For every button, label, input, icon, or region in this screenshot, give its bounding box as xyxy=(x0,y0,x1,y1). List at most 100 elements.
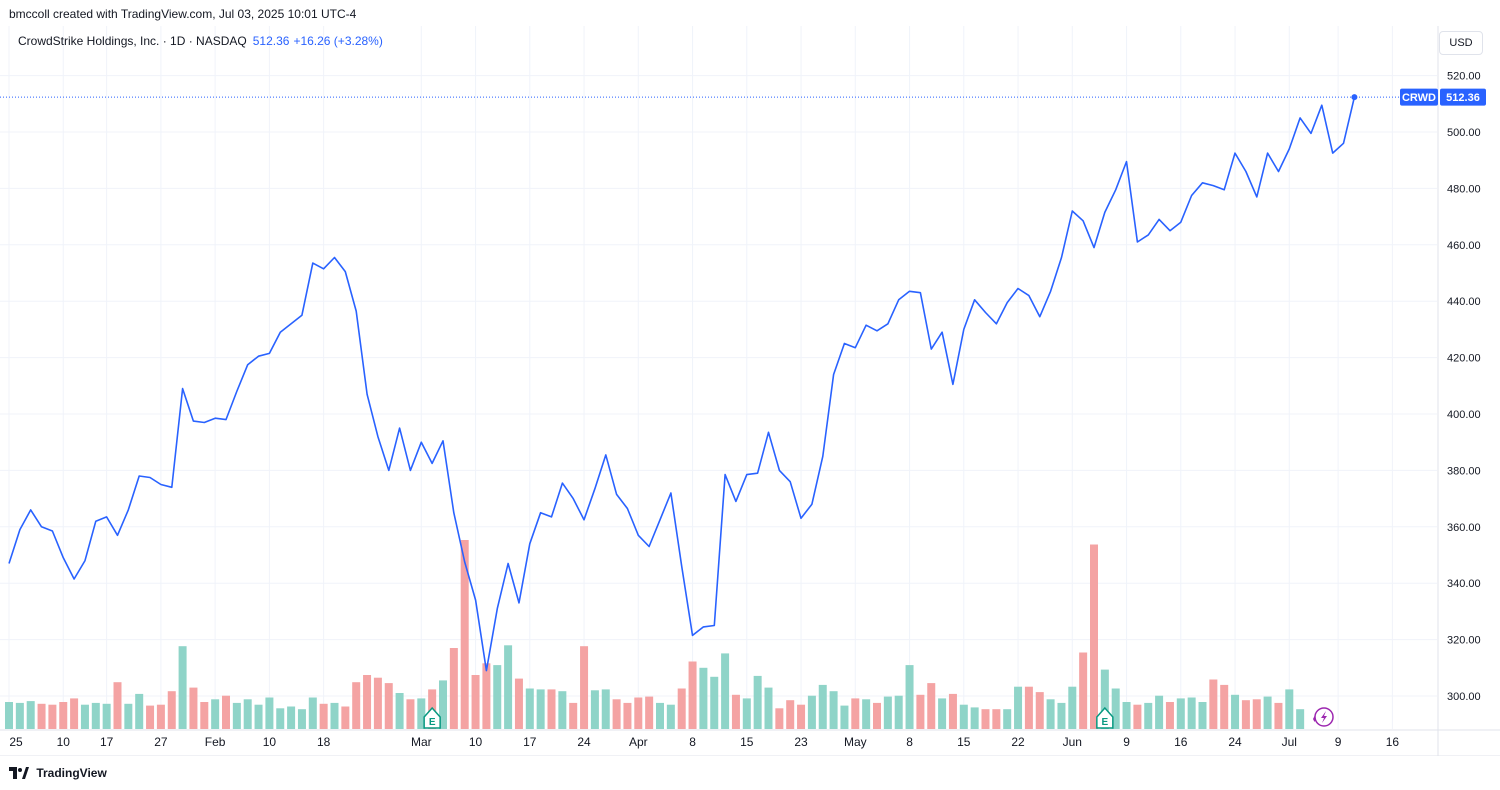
x-tick-label: 23 xyxy=(794,735,808,749)
x-tick-label: Jun xyxy=(1063,735,1082,749)
price-change: +16.26 (+3.28%) xyxy=(293,34,383,48)
x-tick-label: Feb xyxy=(205,735,226,749)
volume-bar xyxy=(807,695,816,729)
earnings-marker-icon[interactable]: E xyxy=(423,706,441,729)
volume-bar xyxy=(1252,699,1261,729)
x-tick-label: 17 xyxy=(100,735,114,749)
time-axis[interactable]: 25 10 17 27 Feb 10 18 Mar 10 17 24 Apr 8 15 23 May 8 15 22… xyxy=(9,735,1399,749)
volume-bar xyxy=(948,693,957,729)
earnings-marker-icon[interactable]: E xyxy=(1096,706,1114,729)
volume-bar xyxy=(1079,652,1088,729)
volume-bar xyxy=(688,661,697,729)
price-tag-value: 512.36 xyxy=(1446,92,1480,104)
volume-bar xyxy=(1111,688,1120,729)
volume-bar xyxy=(113,682,122,729)
volume-bar xyxy=(417,698,426,729)
y-tick-label: 520.00 xyxy=(1447,71,1481,83)
volume-bar xyxy=(666,704,675,729)
volume-bar xyxy=(80,704,89,729)
price-line xyxy=(8,96,1356,672)
volume-bar xyxy=(873,702,881,729)
x-tick-label: 16 xyxy=(1174,735,1188,749)
x-tick-label: Apr xyxy=(629,735,648,749)
lightning-event-icon[interactable] xyxy=(1313,707,1334,727)
volume-bar xyxy=(731,694,740,729)
volume-bar xyxy=(1165,702,1174,729)
volume-bars xyxy=(5,540,1305,729)
volume-bar xyxy=(200,702,209,729)
volume-bar xyxy=(232,702,241,729)
y-tick-label: 320.00 xyxy=(1447,635,1481,647)
volume-bar xyxy=(840,705,849,729)
volume-bar xyxy=(981,709,990,729)
sparkle-icon xyxy=(1313,716,1316,722)
price-axis[interactable]: 300.00 320.00 340.00 360.00 380.00 400.00 420.… xyxy=(1447,71,1481,703)
volume-bar xyxy=(547,689,556,729)
volume-bar xyxy=(818,684,827,729)
x-tick-label: 9 xyxy=(1123,735,1130,749)
volume-bar xyxy=(1241,700,1250,729)
volume-bar xyxy=(590,690,599,729)
y-tick-label: 420.00 xyxy=(1447,353,1481,365)
symbol-legend[interactable]: CrowdStrike Holdings, Inc. · 1D · NASDAQ… xyxy=(18,34,383,48)
volume-bar xyxy=(699,667,708,729)
volume-bar xyxy=(851,698,860,729)
y-tick-label: 340.00 xyxy=(1447,578,1481,590)
volume-bar xyxy=(276,708,285,729)
volume-bar xyxy=(623,702,632,729)
volume-bar xyxy=(634,697,643,729)
volume-bar xyxy=(992,709,1001,729)
volume-bar xyxy=(612,699,621,729)
last-price: 512.36 xyxy=(252,34,290,48)
volume-bar xyxy=(775,708,784,729)
volume-bar xyxy=(15,702,24,729)
volume-bar xyxy=(59,702,68,729)
volume-bar xyxy=(1285,689,1294,729)
symbol-description: CrowdStrike Holdings, Inc. · 1D · NASDAQ xyxy=(18,34,247,48)
volume-bar xyxy=(753,675,762,729)
created-with-caption: bmccoll created with TradingView.com, Ju… xyxy=(9,7,357,21)
volume-bar xyxy=(254,704,263,729)
volume-bar xyxy=(211,699,220,729)
volume-bar xyxy=(786,700,795,729)
chart-grid xyxy=(0,26,1500,756)
volume-bar xyxy=(1024,686,1033,729)
volume-bar xyxy=(493,665,502,729)
volume-bar xyxy=(1100,669,1109,729)
volume-bar xyxy=(1003,709,1012,729)
tradingview-footer[interactable]: TradingView xyxy=(9,765,107,783)
volume-bar xyxy=(406,699,415,729)
volume-bar xyxy=(482,663,491,729)
x-tick-label: Mar xyxy=(411,735,432,749)
volume-bar xyxy=(384,683,393,729)
volume-bar xyxy=(1263,696,1272,729)
x-tick-label: 25 xyxy=(9,735,23,749)
volume-bar xyxy=(319,703,328,729)
tradingview-logo-icon xyxy=(9,766,29,779)
volume-bar xyxy=(222,695,230,729)
volume-bar xyxy=(710,676,719,729)
volume-bar xyxy=(1231,694,1240,729)
last-price-dot xyxy=(1351,94,1358,101)
volume-bar xyxy=(308,697,317,729)
volume-bar xyxy=(504,645,513,729)
y-tick-label: 360.00 xyxy=(1447,522,1481,534)
volume-bar xyxy=(677,688,686,729)
volume-bar xyxy=(1274,702,1283,729)
volume-bar xyxy=(102,703,111,729)
volume-bar xyxy=(91,702,100,729)
price-tag-ticker-bg xyxy=(1400,88,1438,106)
volume-bar xyxy=(178,646,187,729)
volume-bar xyxy=(135,693,144,729)
volume-bar xyxy=(894,695,903,729)
currency-button[interactable]: USD xyxy=(1439,31,1483,55)
volume-bar xyxy=(1209,679,1218,729)
volume-bar xyxy=(829,691,838,729)
volume-bar xyxy=(645,696,654,729)
x-tick-label: 9 xyxy=(1335,735,1342,749)
y-tick-label: 380.00 xyxy=(1447,465,1481,477)
volume-bar xyxy=(525,688,534,729)
svg-text:E: E xyxy=(1102,717,1109,728)
